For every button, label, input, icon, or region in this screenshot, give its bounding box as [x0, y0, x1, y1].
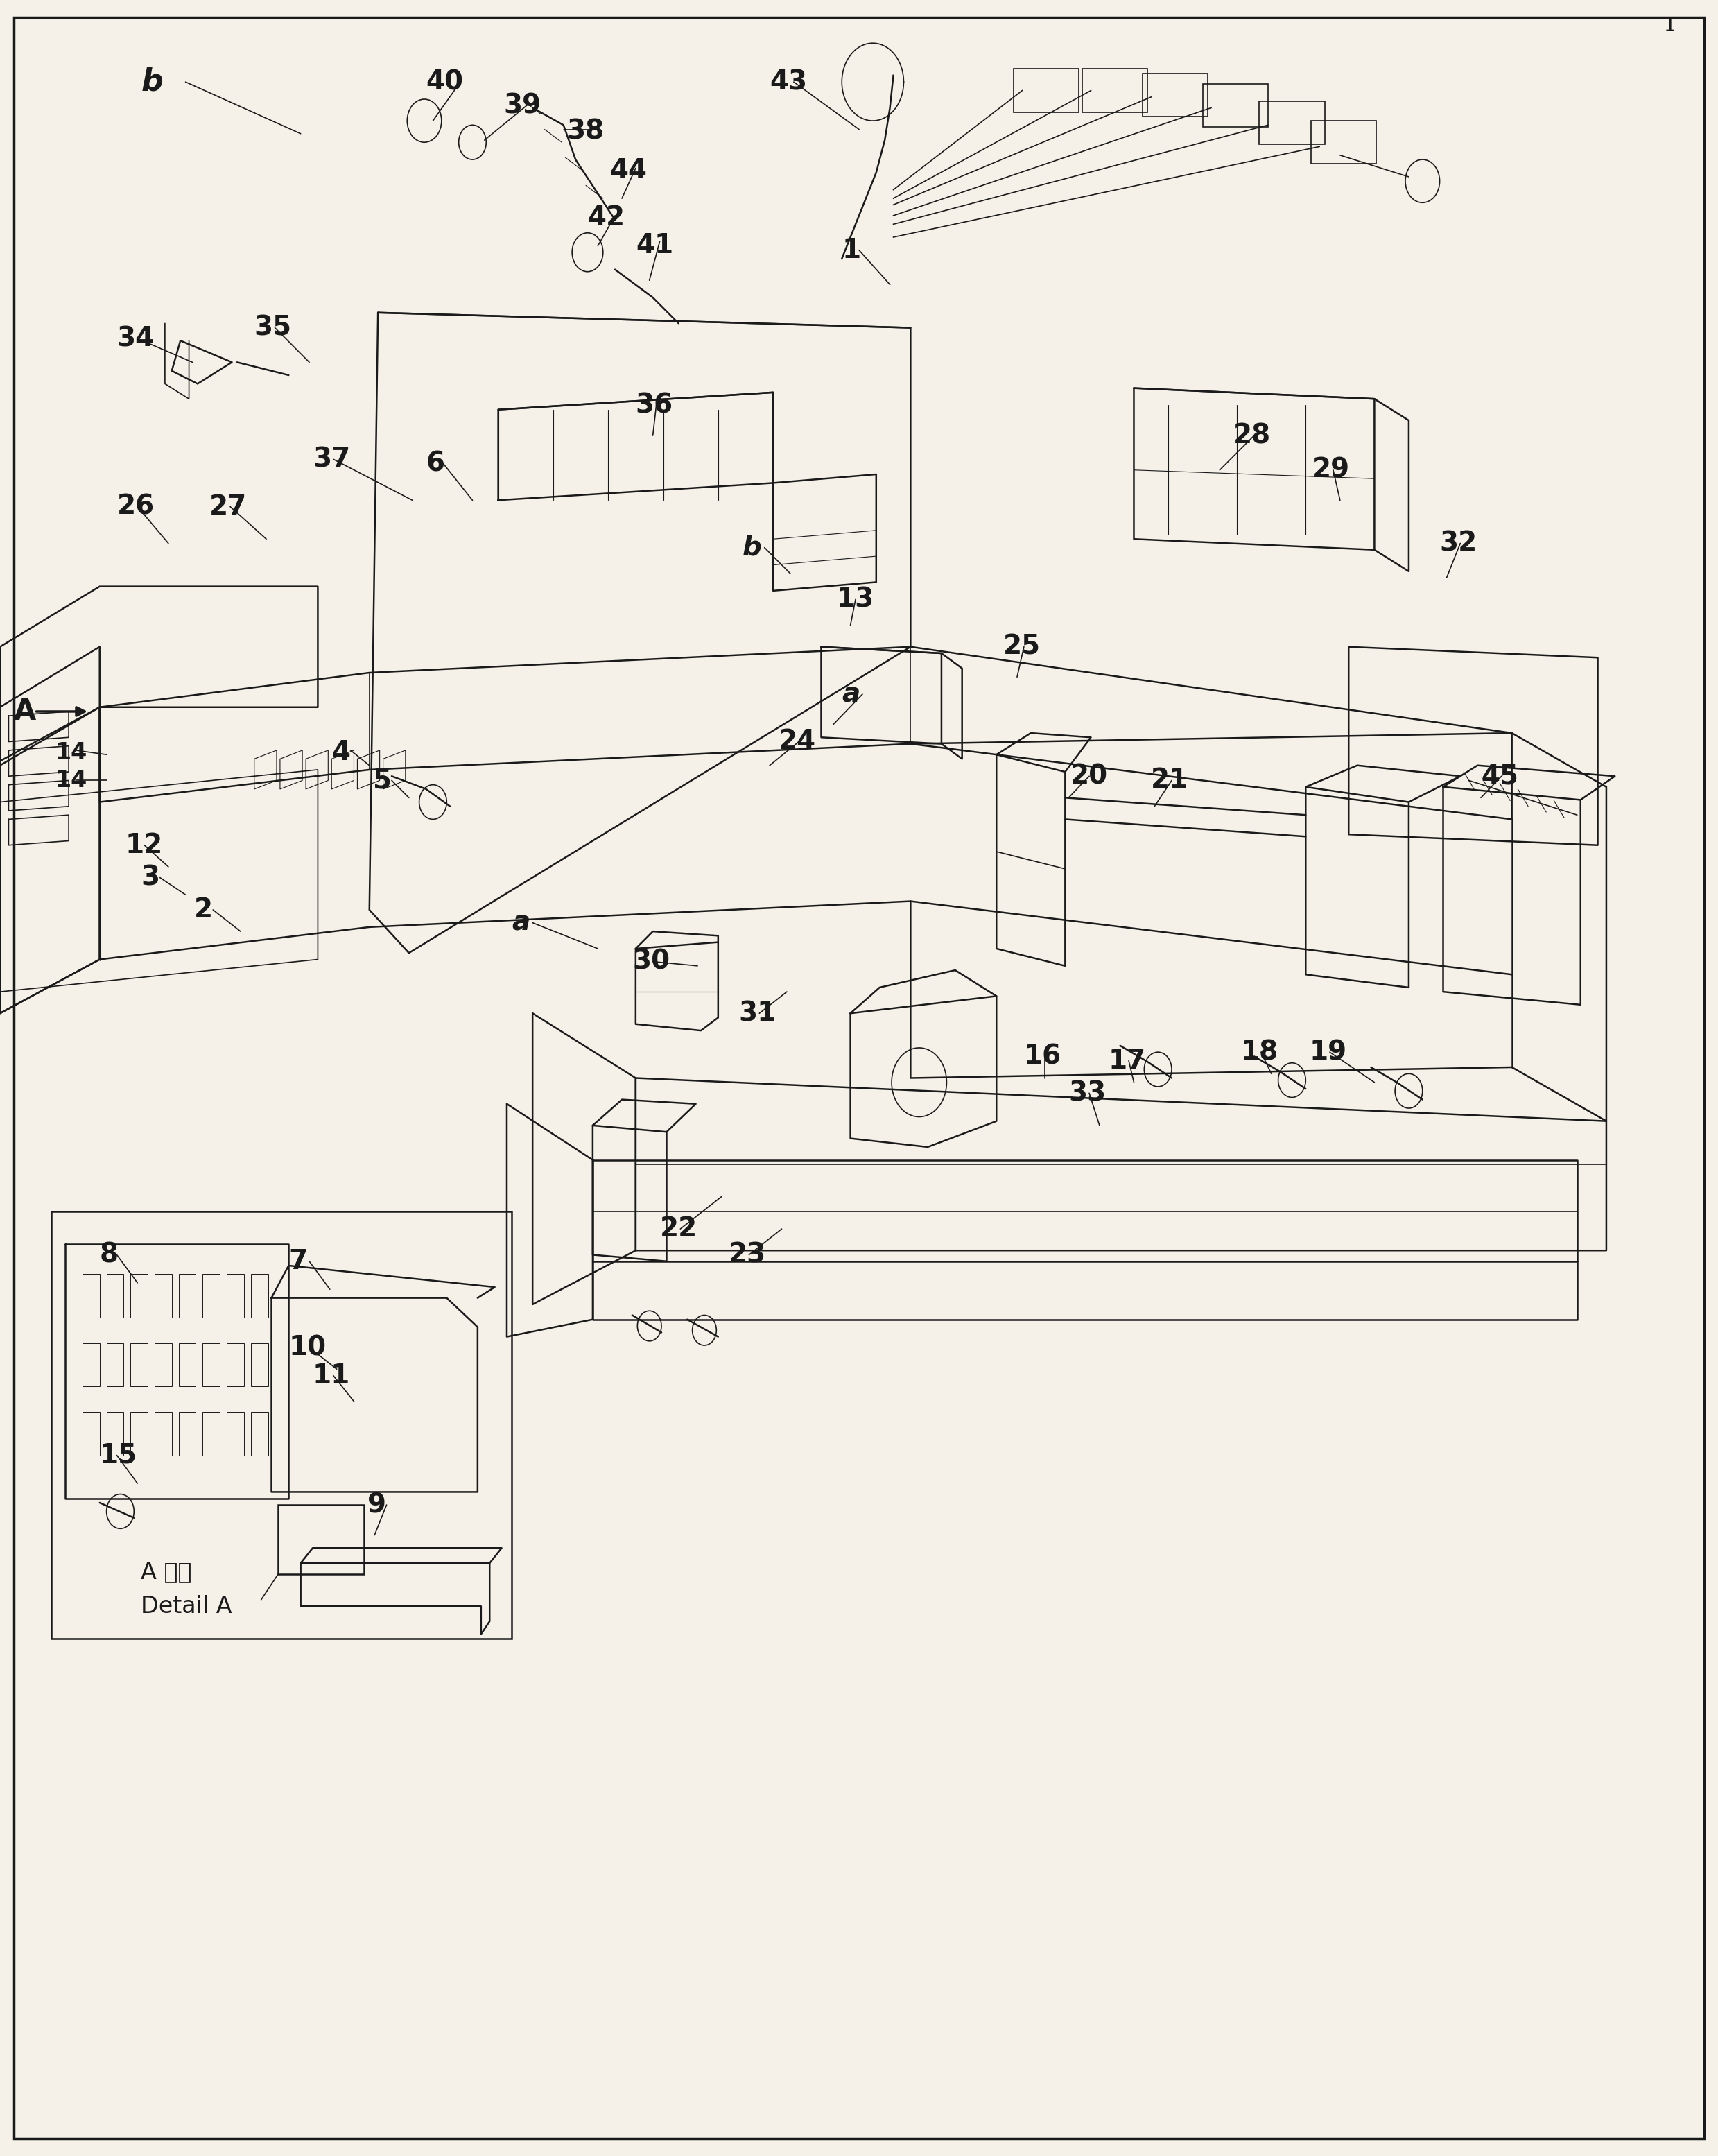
Text: 2: 2 — [194, 897, 213, 923]
Bar — [1082, 69, 1148, 112]
Text: 23: 23 — [728, 1242, 766, 1268]
Bar — [82, 1412, 100, 1455]
Bar — [82, 1343, 100, 1386]
Text: 35: 35 — [254, 315, 292, 341]
Bar — [52, 1212, 512, 1639]
Text: 27: 27 — [210, 494, 247, 520]
Bar — [1311, 121, 1376, 164]
Text: 7: 7 — [289, 1248, 308, 1274]
Text: 3: 3 — [141, 865, 160, 890]
Text: 14: 14 — [55, 770, 88, 791]
Text: A 詳細: A 詳細 — [141, 1561, 192, 1583]
Bar — [1259, 101, 1325, 144]
Bar — [203, 1274, 220, 1317]
Text: a: a — [512, 910, 531, 936]
Bar — [227, 1274, 244, 1317]
Text: 34: 34 — [117, 326, 155, 351]
Text: A: A — [14, 696, 36, 727]
Text: 22: 22 — [660, 1216, 698, 1242]
Bar — [227, 1412, 244, 1455]
Bar — [155, 1412, 172, 1455]
Bar — [1142, 73, 1208, 116]
Bar — [203, 1343, 220, 1386]
Bar — [1203, 84, 1268, 127]
Text: 10: 10 — [289, 1335, 326, 1360]
Text: 1: 1 — [1663, 15, 1677, 37]
Text: 37: 37 — [313, 446, 350, 472]
Text: 44: 44 — [610, 157, 648, 183]
Text: 39: 39 — [503, 93, 541, 119]
Text: 12: 12 — [125, 832, 163, 858]
Text: 38: 38 — [567, 119, 605, 144]
Text: Detail A: Detail A — [141, 1595, 232, 1617]
Bar — [251, 1274, 268, 1317]
Text: 18: 18 — [1240, 1039, 1278, 1065]
Text: 16: 16 — [1024, 1044, 1062, 1069]
Text: 5: 5 — [373, 768, 392, 793]
Bar — [107, 1412, 124, 1455]
Bar — [82, 1274, 100, 1317]
Text: 42: 42 — [588, 205, 625, 231]
Text: 4: 4 — [332, 740, 350, 765]
Text: b: b — [742, 535, 761, 561]
Bar — [131, 1412, 148, 1455]
Text: 28: 28 — [1234, 423, 1271, 448]
Bar — [1014, 69, 1079, 112]
Bar — [155, 1343, 172, 1386]
Text: 26: 26 — [117, 494, 155, 520]
Bar — [227, 1343, 244, 1386]
Text: 21: 21 — [1151, 768, 1189, 793]
Text: 41: 41 — [636, 233, 673, 259]
Bar — [179, 1343, 196, 1386]
Text: 19: 19 — [1309, 1039, 1347, 1065]
Bar — [278, 1505, 364, 1574]
Text: 8: 8 — [100, 1242, 119, 1268]
Bar — [131, 1274, 148, 1317]
Text: 6: 6 — [426, 451, 445, 476]
Text: 25: 25 — [1003, 634, 1041, 660]
Text: 15: 15 — [100, 1442, 137, 1468]
Bar — [179, 1274, 196, 1317]
Text: 32: 32 — [1440, 530, 1477, 556]
Text: 43: 43 — [770, 69, 807, 95]
Text: 40: 40 — [426, 69, 464, 95]
Text: 17: 17 — [1108, 1048, 1146, 1074]
Bar — [179, 1412, 196, 1455]
Bar — [107, 1274, 124, 1317]
Bar — [107, 1343, 124, 1386]
Bar — [155, 1274, 172, 1317]
Text: 31: 31 — [739, 1000, 777, 1026]
Text: 24: 24 — [778, 729, 816, 755]
Text: 1: 1 — [842, 237, 861, 263]
Text: a: a — [842, 681, 861, 707]
Text: b: b — [141, 67, 163, 97]
Text: 13: 13 — [837, 586, 874, 612]
Bar — [203, 1412, 220, 1455]
Text: 11: 11 — [313, 1363, 350, 1388]
Bar — [131, 1343, 148, 1386]
Text: 45: 45 — [1481, 763, 1519, 789]
Text: 14: 14 — [55, 742, 88, 763]
Text: 9: 9 — [368, 1492, 387, 1518]
Text: 30: 30 — [632, 949, 670, 975]
Text: 29: 29 — [1313, 457, 1350, 483]
Text: 36: 36 — [636, 392, 673, 418]
Bar — [251, 1343, 268, 1386]
Text: 33: 33 — [1069, 1080, 1106, 1106]
Text: 20: 20 — [1070, 763, 1108, 789]
Bar — [251, 1412, 268, 1455]
